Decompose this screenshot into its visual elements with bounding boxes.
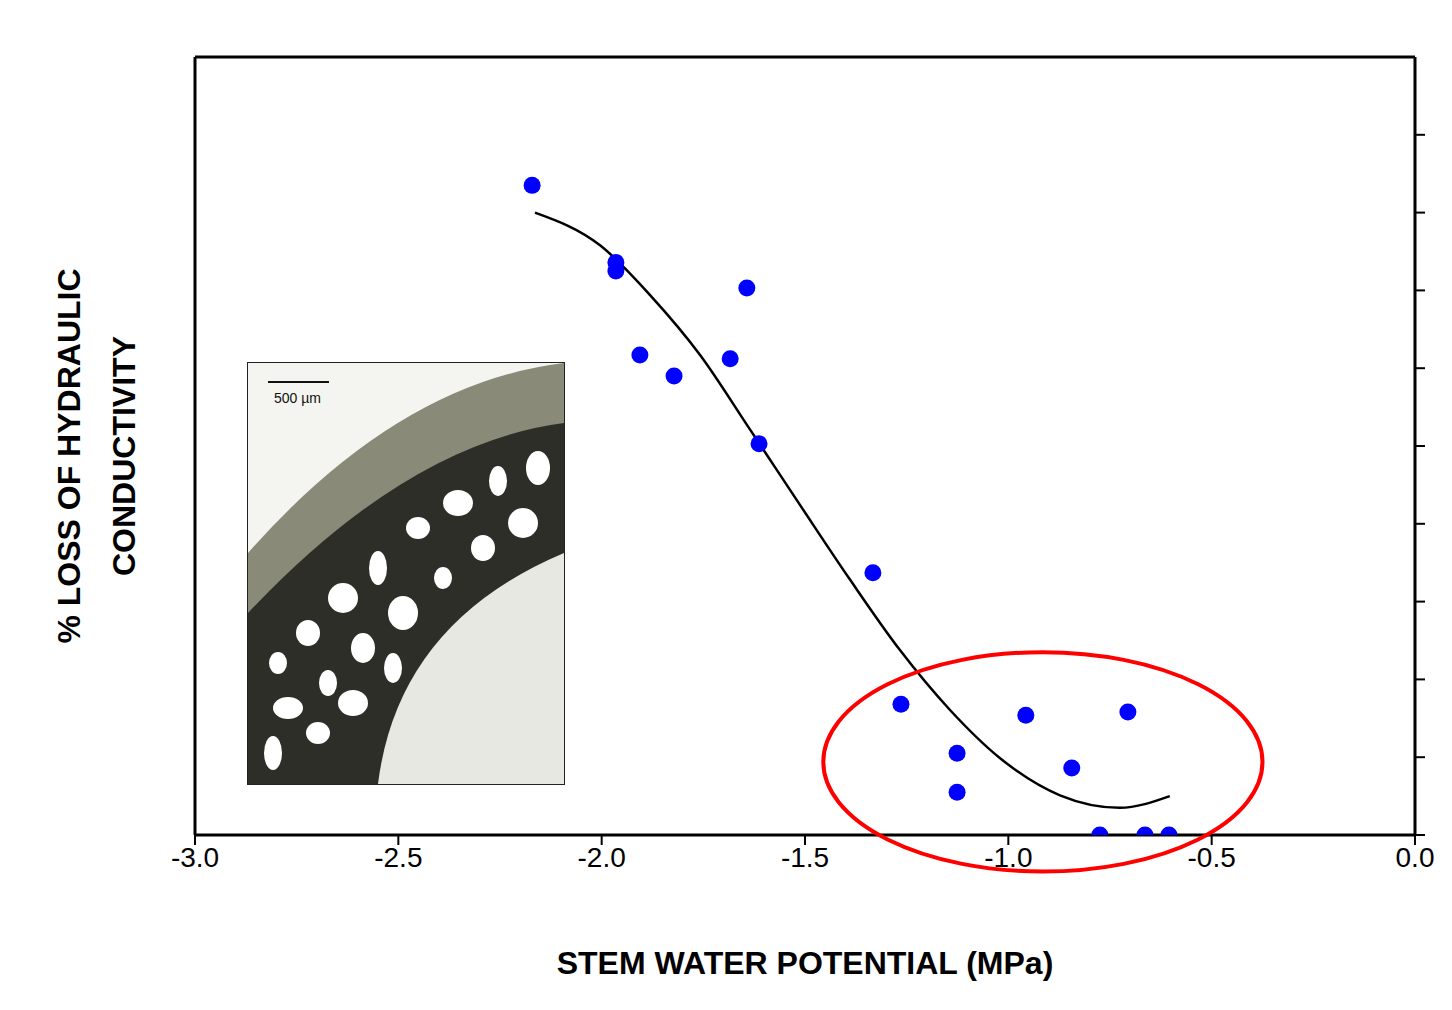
svg-text:-2.0: -2.0 [578, 842, 626, 873]
html-text:% LOSS OF HYDRAULIC: % LOSS OF HYDRAULIC [51, 268, 87, 644]
svg-text:-2.5: -2.5 [374, 842, 422, 873]
svg-text:-1.5: -1.5 [781, 842, 829, 873]
html-text:STEM WATER POTENTIAL (MPa): STEM WATER POTENTIAL (MPa) [556, 945, 1054, 981]
svg-text:-3.0: -3.0 [171, 842, 219, 873]
html-text:CONDUCTIVITY: CONDUCTIVITY [106, 336, 142, 576]
svg-text:-1.0: -1.0 [984, 842, 1032, 873]
svg-text:0.0: 0.0 [1396, 842, 1435, 873]
svg-text:-0.5: -0.5 [1188, 842, 1236, 873]
svg-text:500 µm: 500 µm [274, 390, 321, 406]
